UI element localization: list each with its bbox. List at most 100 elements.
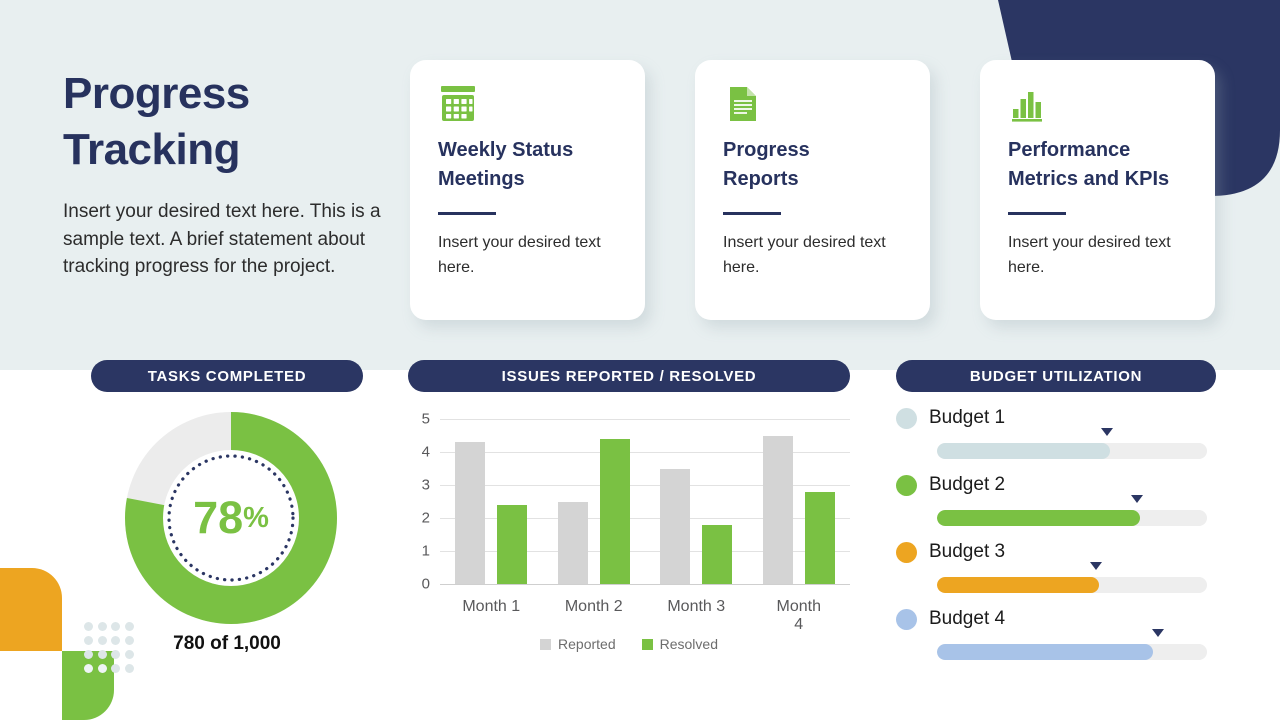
card-divider [723,212,781,215]
document-icon [723,84,902,124]
bar-chart-gridline [440,551,850,552]
doughnut-percent-number: 78 [193,492,244,543]
bar-chart-gridline [440,485,850,486]
card-title: Weekly Status Meetings [438,136,617,194]
legend-label: Reported [558,636,616,652]
budget-row[interactable]: Budget 1 [896,404,1216,471]
budget-label: Budget 3 [929,541,1006,562]
calendar-icon [438,84,617,124]
bar-chart-x-tick-label: Month 4 [776,598,821,633]
bar-reported [762,435,793,584]
budget-label: Budget 2 [929,474,1006,495]
bar-chart-x-tick-label: Month 3 [667,598,726,615]
budget-color-dot-icon [896,541,917,563]
bar-chart-gridline [440,584,850,585]
section-title-issues-reported-resolved: ISSUES REPORTED / RESOLVED [408,360,850,392]
page-subtitle: Insert your desired text here. This is a… [63,201,381,278]
budget-target-marker-icon [1090,562,1103,570]
decorative-orange-shape [0,568,62,651]
budget-row[interactable]: Budget 4 [896,605,1216,672]
card-body: Insert your desired text here. [723,234,886,276]
card-title-line-2: Meetings [438,168,525,190]
bar-chart-group [543,419,646,584]
bar-resolved [804,491,835,584]
budget-row-header: Budget 4 [896,605,1216,633]
bar-reported [557,501,588,584]
budget-progress-fill [937,644,1153,660]
budget-target-marker-icon [1101,428,1114,436]
budget-label: Budget 4 [929,608,1006,629]
budget-row-header: Budget 1 [896,404,1216,432]
card-title: Performance Metrics and KPIs [1008,136,1187,194]
page-title-line-1: Progress [63,69,250,118]
card-divider [438,212,496,215]
page-title: Progress Tracking [63,66,393,179]
feature-card-progress-reports[interactable]: Progress Reports Insert your desired tex… [695,60,930,320]
bar-chart-group [645,419,748,584]
budget-utilization-list: Budget 1 Budget 2 Budget 3 Budget 4 [896,404,1216,672]
bar-chart-y-tick-label: 0 [421,575,430,593]
bar-chart-x-tick-label: Month 1 [462,598,521,615]
bar-resolved [702,524,733,584]
bar-chart-x-tick-label: Month 2 [564,598,623,615]
bar-chart-gridline [440,419,850,420]
budget-row-header: Budget 3 [896,538,1216,566]
budget-target-marker-icon [1130,495,1143,503]
decorative-dot-grid [82,620,136,675]
bar-reported [660,468,691,584]
card-title-line-1: Weekly Status [438,139,574,161]
legend-item[interactable]: Reported [540,636,616,652]
bar-chart-y-tick-label: 2 [421,509,430,527]
budget-color-dot-icon [896,407,917,429]
card-divider [1008,212,1066,215]
bar-chart-y-tick-label: 1 [421,542,430,560]
budget-label: Budget 1 [929,407,1006,428]
budget-progress-track[interactable] [937,644,1207,660]
bar-chart-group [748,419,851,584]
legend-item[interactable]: Resolved [641,636,718,652]
feature-card-performance-metrics[interactable]: Performance Metrics and KPIs Insert your… [980,60,1215,320]
bar-resolved [497,504,528,584]
bar-reported [455,442,486,584]
card-title-line-2: Metrics and KPIs [1008,168,1170,190]
page-title-line-2: Tracking [63,125,240,175]
budget-color-dot-icon [896,474,917,496]
legend-label: Resolved [659,636,718,652]
card-title-line-1: Performance [1008,139,1131,161]
budget-row[interactable]: Budget 2 [896,471,1216,538]
budget-progress-fill [937,443,1110,459]
section-title-budget-utilization: BUDGET UTILIZATION [896,360,1216,392]
card-title-line-1: Progress [723,139,810,161]
budget-progress-track[interactable] [937,577,1207,593]
budget-progress-track[interactable] [937,510,1207,526]
bar-resolved [599,438,630,584]
doughnut-center-value: 78% [125,412,337,624]
bar-chart-legend: Reported Resolved [408,636,850,652]
budget-target-marker-icon [1152,629,1165,637]
issues-bar-chart: 5 4 3 2 1 0 Month 1 Month 2 Month 3 Month 4 [408,405,850,640]
legend-swatch-icon [641,638,653,650]
card-body: Insert your desired text here. [1008,234,1171,276]
bar-chart-group [440,419,543,584]
budget-row-header: Budget 2 [896,471,1216,499]
bar-chart-icon [1008,84,1187,124]
card-body: Insert your desired text here. [438,234,601,276]
bar-chart-gridline [440,452,850,453]
budget-progress-track[interactable] [937,443,1207,459]
bar-chart-y-tick-label: 3 [421,476,430,494]
bar-chart-y-tick-label: 5 [421,410,430,428]
budget-progress-fill [937,577,1099,593]
card-title: Progress Reports [723,136,902,194]
doughnut-percent-symbol: % [243,501,269,534]
budget-progress-fill [937,510,1140,526]
legend-swatch-icon [540,638,552,650]
bar-chart-y-tick-label: 4 [421,443,430,461]
budget-color-dot-icon [896,608,917,630]
bar-chart-gridline [440,518,850,519]
decorative-green-shape [62,651,114,720]
card-title-line-2: Reports [723,168,799,190]
section-title-tasks-completed: TASKS COMPLETED [91,360,363,392]
tasks-completed-caption: 780 of 1,000 [173,633,281,654]
feature-card-weekly-status-meetings[interactable]: Weekly Status Meetings Insert your desir… [410,60,645,320]
budget-row[interactable]: Budget 3 [896,538,1216,605]
